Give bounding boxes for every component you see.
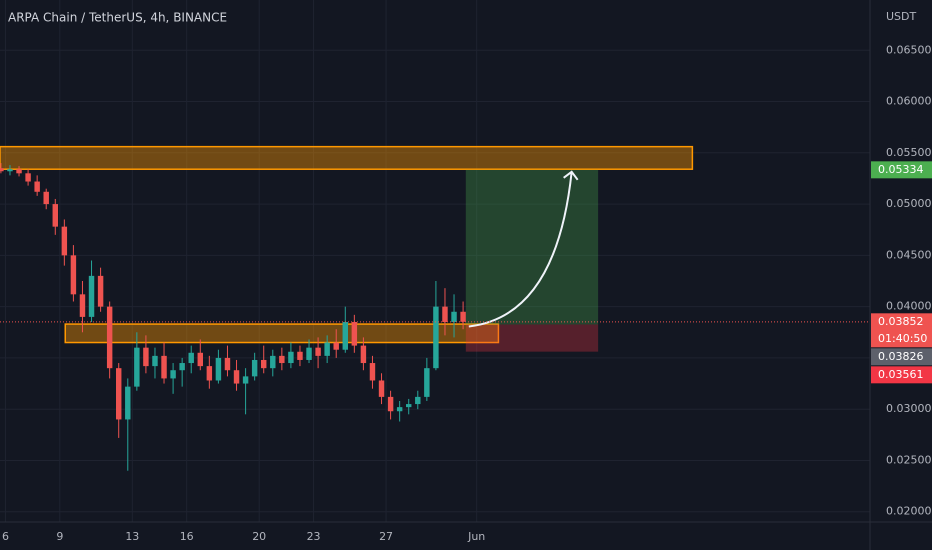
candle-body bbox=[360, 345, 367, 364]
candle-body bbox=[224, 357, 231, 371]
candle-body bbox=[134, 347, 140, 387]
x-tick-label: 27 bbox=[379, 530, 393, 543]
candle-body bbox=[215, 357, 222, 381]
candle-body bbox=[342, 322, 348, 350]
candle-body bbox=[179, 363, 185, 371]
candle-body bbox=[424, 368, 430, 397]
candle-body bbox=[197, 352, 203, 367]
price-label: 0.03852 bbox=[878, 315, 924, 328]
candle-body bbox=[206, 366, 213, 381]
candle-body bbox=[143, 347, 149, 367]
y-tick-label: 0.04000 bbox=[886, 300, 932, 313]
y-tick-label: 0.05000 bbox=[886, 197, 932, 210]
y-tick-label: 0.02500 bbox=[886, 453, 932, 466]
candle-body bbox=[460, 311, 466, 322]
y-axis-label: USDT bbox=[886, 10, 917, 23]
zone bbox=[0, 145, 694, 170]
candle-body bbox=[297, 351, 303, 360]
price-label-bg bbox=[871, 348, 932, 366]
y-tick-label: 0.06000 bbox=[886, 95, 932, 108]
candle-body bbox=[70, 255, 77, 295]
stop-area bbox=[465, 324, 599, 352]
candle-body bbox=[188, 352, 194, 364]
candle-body bbox=[242, 376, 249, 384]
candle-body bbox=[79, 294, 86, 317]
y-tick-label: 0.02000 bbox=[886, 505, 932, 518]
candle-body bbox=[306, 347, 312, 360]
price-label-bg bbox=[871, 161, 932, 179]
candle-body bbox=[88, 275, 95, 317]
candle-body bbox=[43, 191, 49, 205]
candles bbox=[0, 163, 466, 471]
candle-body bbox=[170, 370, 176, 379]
candle-body bbox=[433, 306, 439, 369]
price-label: 0.03561 bbox=[878, 368, 924, 381]
candle-body bbox=[7, 169, 13, 172]
candle-body bbox=[97, 275, 104, 307]
candle-body bbox=[52, 204, 58, 227]
chart-title: ARPA Chain / TetherUS, 4h, BINANCE bbox=[8, 11, 227, 25]
candle-body bbox=[270, 355, 276, 369]
candle-body bbox=[406, 404, 412, 408]
grid bbox=[0, 0, 870, 522]
candle-body bbox=[279, 355, 285, 364]
candle-body bbox=[442, 306, 448, 323]
y-tick-label: 0.04500 bbox=[886, 248, 932, 261]
candle-body bbox=[451, 311, 457, 323]
candle-body bbox=[0, 168, 4, 172]
candle-body bbox=[351, 322, 358, 346]
overlays bbox=[0, 145, 694, 352]
x-tick-label: 13 bbox=[125, 530, 139, 543]
candle-body bbox=[324, 342, 330, 356]
arrow-head bbox=[563, 170, 579, 181]
candle-body bbox=[116, 368, 122, 420]
candle-body bbox=[261, 359, 267, 369]
candle-body bbox=[369, 363, 376, 381]
candle-body bbox=[161, 355, 167, 379]
price-label-bg bbox=[871, 366, 932, 384]
candle-body bbox=[233, 370, 240, 384]
x-tick-label: Jun bbox=[467, 530, 485, 543]
y-tick-label: 0.03000 bbox=[886, 402, 932, 415]
countdown: 01:40:50 bbox=[878, 332, 927, 345]
x-tick-label: 20 bbox=[252, 530, 266, 543]
candle-body bbox=[25, 173, 31, 182]
candle-body bbox=[251, 359, 258, 377]
price-label-bg bbox=[871, 313, 932, 348]
candle-body bbox=[378, 380, 385, 397]
zone bbox=[64, 323, 500, 344]
x-tick-label: 6 bbox=[2, 530, 9, 543]
price-label: 0.03826 bbox=[878, 350, 924, 363]
target-area bbox=[465, 169, 599, 325]
candle-body bbox=[288, 351, 294, 364]
x-tick-label: 9 bbox=[56, 530, 63, 543]
candle-body bbox=[387, 396, 394, 412]
candle-body bbox=[125, 386, 131, 420]
candle-body bbox=[152, 355, 158, 367]
candle-body bbox=[396, 407, 403, 412]
price-label: 0.05334 bbox=[878, 163, 924, 176]
x-tick-label: 23 bbox=[307, 530, 321, 543]
candle-body bbox=[34, 181, 40, 192]
candle-body bbox=[315, 347, 321, 356]
candle-body bbox=[333, 342, 339, 350]
y-tick-label: 0.05500 bbox=[886, 146, 932, 159]
x-tick-label: 16 bbox=[180, 530, 194, 543]
y-tick-label: 0.06500 bbox=[886, 43, 932, 56]
candle-body bbox=[61, 226, 68, 256]
candle-body bbox=[16, 169, 22, 174]
candle-body bbox=[106, 306, 113, 369]
candle-body bbox=[415, 396, 421, 405]
